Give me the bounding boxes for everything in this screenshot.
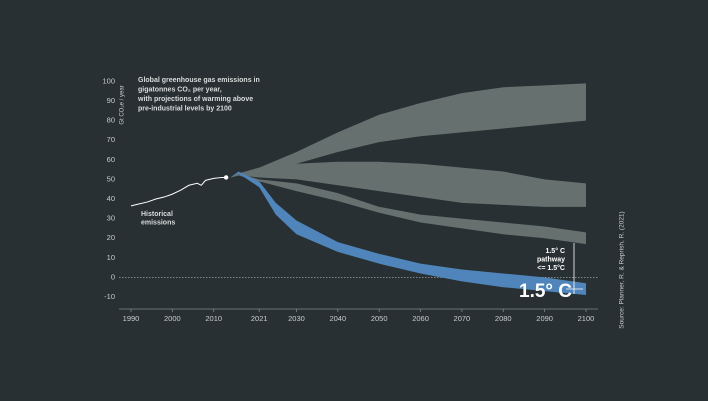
historical-annotation: emissions bbox=[141, 219, 175, 226]
x-tick-label: 2010 bbox=[205, 314, 222, 323]
chart-title: Global greenhouse gas emissions in bbox=[138, 77, 260, 84]
pathway-annotation: pathway bbox=[537, 256, 565, 263]
y-tick-label: 10 bbox=[107, 253, 115, 262]
x-tick-label: 2000 bbox=[164, 314, 181, 323]
y-tick-label: 100 bbox=[102, 76, 115, 85]
x-tick-label: 2021 bbox=[251, 314, 268, 323]
y-tick-label: -10 bbox=[104, 292, 115, 301]
y-tick-label: 40 bbox=[107, 194, 115, 203]
historical-end-dot bbox=[223, 175, 229, 180]
x-tick-label: 2080 bbox=[495, 314, 512, 323]
pathway-annotation: <= 1.5°C bbox=[537, 264, 565, 272]
projection-band bbox=[230, 83, 586, 178]
projection-band bbox=[230, 173, 586, 245]
x-tick-label: 2070 bbox=[454, 314, 471, 323]
projection-band bbox=[230, 161, 586, 207]
y-tick-label: 90 bbox=[107, 96, 115, 105]
y-tick-label: 0 bbox=[111, 272, 115, 281]
y-tick-label: 80 bbox=[107, 116, 115, 125]
y-tick-label: 50 bbox=[107, 174, 115, 183]
x-tick-label: 2090 bbox=[536, 314, 553, 323]
pathway-big-label: 1.5° C bbox=[519, 281, 572, 302]
x-tick-label: 2100 bbox=[578, 314, 595, 323]
x-tick-label: 1990 bbox=[123, 314, 140, 323]
historical-line bbox=[130, 176, 227, 207]
y-tick-label: 30 bbox=[107, 214, 115, 223]
y-tick-label: 20 bbox=[107, 233, 115, 242]
x-tick-label: 2030 bbox=[288, 314, 305, 323]
chart-title: with projections of warming above bbox=[137, 96, 253, 103]
x-tick-label: 2060 bbox=[412, 314, 429, 323]
y-tick-label: 60 bbox=[107, 155, 115, 164]
chart-title: pre-industrial levels by 2100 bbox=[138, 105, 232, 112]
x-tick-label: 2040 bbox=[329, 314, 346, 323]
y-axis-label: Gt CO₂e / year bbox=[120, 85, 126, 124]
projection-band bbox=[230, 171, 586, 296]
historical-annotation: Historical bbox=[141, 211, 173, 218]
source: Source: Planner, R. & Reprish, R. (2021) bbox=[619, 211, 626, 328]
chart-title: gigatonnes CO₂ per year, bbox=[138, 86, 222, 93]
y-tick-label: 70 bbox=[107, 135, 115, 144]
pathway-annotation: 1.5° C bbox=[545, 247, 565, 255]
x-tick-label: 2050 bbox=[371, 314, 388, 323]
